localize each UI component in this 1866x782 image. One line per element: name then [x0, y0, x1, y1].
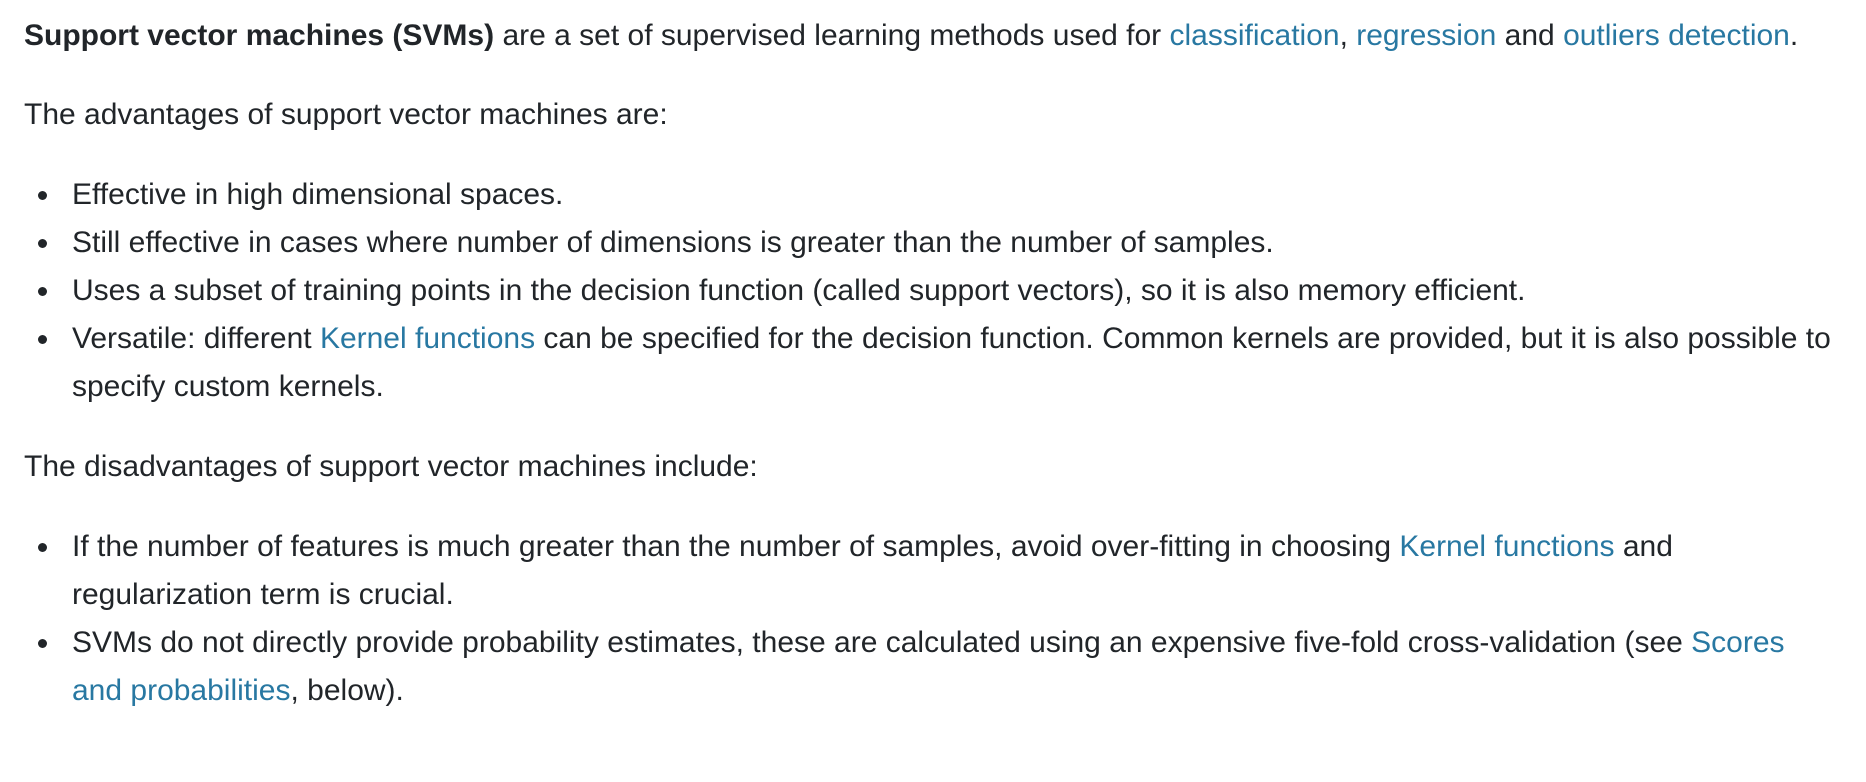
list-item-text: Versatile: different [72, 322, 320, 355]
bullet-icon [38, 639, 47, 648]
document-body: Support vector machines (SVMs) are a set… [24, 12, 1842, 715]
kernel-functions-link[interactable]: Kernel functions [1399, 530, 1615, 563]
advantages-heading: The advantages of support vector machine… [24, 98, 668, 131]
list-item: SVMs do not directly provide probability… [24, 619, 1842, 715]
advantages-list: Effective in high dimensional spaces. St… [24, 171, 1842, 411]
bullet-icon [38, 239, 47, 248]
list-item: Uses a subset of training points in the … [24, 267, 1842, 315]
disadvantages-heading: The disadvantages of support vector mach… [24, 450, 758, 483]
disadvantages-list: If the number of features is much greate… [24, 523, 1842, 715]
list-item-text: If the number of features is much greate… [72, 530, 1400, 563]
intro-end: . [1789, 19, 1799, 52]
bullet-icon [38, 191, 47, 200]
list-item-text: can be specified for the decision functi… [72, 322, 1831, 403]
list-item: Effective in high dimensional spaces. [24, 171, 1842, 219]
intro-text: are a set of supervised learning methods… [494, 19, 1170, 52]
list-item-text: Still effective in cases where number of… [72, 226, 1274, 259]
bullet-icon [38, 335, 47, 344]
scores-and-probabilities-link[interactable]: Scores and probabilities [72, 626, 1785, 707]
kernel-functions-link[interactable]: Kernel functions [319, 322, 536, 355]
list-item-text: and regularization term is crucial. [72, 530, 1673, 611]
list-item-text: , below). [290, 674, 404, 707]
list-item: Still effective in cases where number of… [24, 219, 1842, 267]
list-item-text: Uses a subset of training points in the … [72, 274, 1526, 307]
intro-paragraph: Support vector machines (SVMs) are a set… [24, 12, 1842, 60]
bullet-icon [38, 543, 47, 552]
regression-link[interactable]: regression [1356, 19, 1497, 52]
intro-separator: , [1339, 19, 1357, 52]
outliers-detection-link[interactable]: outliers detection [1563, 19, 1790, 52]
classification-link[interactable]: classification [1169, 19, 1340, 52]
intro-separator: and [1496, 19, 1564, 52]
list-item-text: SVMs do not directly provide probability… [72, 626, 1692, 659]
intro-bold-term: Support vector machines (SVMs) [24, 19, 495, 52]
list-item: Versatile: different Kernel functions ca… [24, 315, 1842, 411]
list-item-text: Effective in high dimensional spaces. [72, 178, 564, 211]
list-item: If the number of features is much greate… [24, 523, 1842, 619]
bullet-icon [38, 287, 47, 296]
